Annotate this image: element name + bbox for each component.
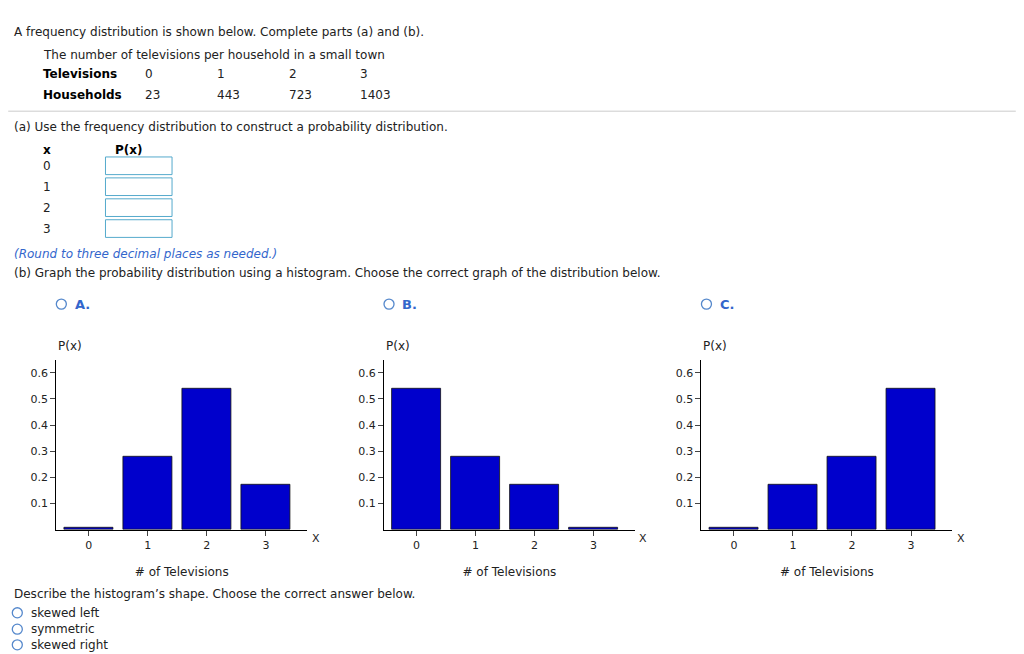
svg-text:0.3: 0.3 [676, 445, 694, 458]
svg-text:skewed left: skewed left [31, 606, 100, 620]
svg-text:0: 0 [145, 67, 153, 81]
svg-text:0.4: 0.4 [676, 419, 694, 432]
svg-text:# of Televisions: # of Televisions [463, 565, 557, 579]
svg-text:P(x): P(x) [115, 143, 143, 157]
svg-text:0.1: 0.1 [676, 497, 694, 510]
svg-text:0.3: 0.3 [358, 445, 376, 458]
svg-text:C.: C. [720, 297, 734, 312]
svg-text:0.4: 0.4 [358, 419, 376, 432]
svg-text:2: 2 [203, 539, 210, 552]
svg-text:0: 0 [730, 539, 737, 552]
svg-text:P(x): P(x) [58, 339, 82, 353]
svg-text:443: 443 [217, 88, 240, 102]
svg-text:1: 1 [217, 67, 225, 81]
svg-text:A frequency distribution is sh: A frequency distribution is shown below.… [14, 25, 424, 39]
svg-text:P(x): P(x) [386, 339, 410, 353]
svg-text:723: 723 [289, 88, 312, 102]
svg-text:0: 0 [413, 539, 420, 552]
svg-text:2: 2 [848, 539, 855, 552]
svg-text:0: 0 [43, 159, 51, 173]
svg-text:0.1: 0.1 [358, 497, 376, 510]
svg-text:1403: 1403 [360, 88, 391, 102]
svg-text:skewed right: skewed right [31, 638, 108, 652]
svg-text:Televisions: Televisions [43, 67, 117, 81]
svg-text:2: 2 [43, 201, 51, 215]
svg-text:0.2: 0.2 [31, 471, 49, 484]
svg-text:The number of televisions per: The number of televisions per household … [43, 48, 385, 62]
svg-text:(Round to three decimal places: (Round to three decimal places as needed… [14, 247, 277, 261]
svg-text:0.6: 0.6 [676, 367, 694, 380]
svg-text:A.: A. [75, 297, 90, 312]
svg-text:0.2: 0.2 [358, 471, 376, 484]
svg-text:3: 3 [908, 539, 915, 552]
svg-text:symmetric: symmetric [31, 622, 95, 636]
svg-text:0.3: 0.3 [31, 445, 49, 458]
svg-text:1: 1 [144, 539, 151, 552]
svg-text:B.: B. [402, 297, 417, 312]
svg-text:X: X [312, 532, 320, 545]
svg-text:2: 2 [531, 539, 538, 552]
svg-text:3: 3 [360, 67, 368, 81]
svg-text:0.5: 0.5 [31, 393, 49, 406]
svg-text:0.6: 0.6 [358, 367, 376, 380]
svg-text:0.6: 0.6 [31, 367, 49, 380]
svg-text:X: X [957, 532, 965, 545]
svg-text:1: 1 [43, 180, 51, 194]
svg-text:Describe the histogram’s shape: Describe the histogram’s shape. Choose t… [14, 587, 415, 601]
svg-text:0.1: 0.1 [31, 497, 49, 510]
svg-text:0.2: 0.2 [676, 471, 694, 484]
svg-text:1: 1 [789, 539, 796, 552]
svg-text:# of Televisions: # of Televisions [780, 565, 874, 579]
svg-text:X: X [639, 532, 647, 545]
svg-text:(a) Use the frequency distribu: (a) Use the frequency distribution to co… [14, 120, 448, 134]
svg-text:1: 1 [472, 539, 479, 552]
svg-text:x: x [43, 143, 51, 157]
svg-text:# of Televisions: # of Televisions [135, 565, 229, 579]
svg-text:3: 3 [262, 539, 269, 552]
svg-text:0: 0 [85, 539, 92, 552]
svg-text:2: 2 [289, 67, 297, 81]
svg-text:P(x): P(x) [703, 339, 727, 353]
svg-text:3: 3 [43, 222, 51, 236]
svg-text:0.4: 0.4 [31, 419, 49, 432]
svg-text:0.5: 0.5 [358, 393, 376, 406]
svg-text:(b) Graph the probability dist: (b) Graph the probability distribution u… [14, 266, 661, 280]
svg-text:0.5: 0.5 [676, 393, 694, 406]
svg-text:3: 3 [590, 539, 597, 552]
svg-text:23: 23 [145, 88, 160, 102]
svg-text:Households: Households [43, 88, 122, 102]
